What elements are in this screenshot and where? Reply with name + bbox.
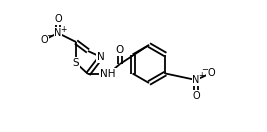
Text: O: O	[192, 91, 200, 101]
Text: NH: NH	[100, 69, 116, 79]
Text: N: N	[97, 52, 105, 62]
Text: O: O	[54, 14, 62, 24]
Text: −: −	[202, 65, 209, 74]
Text: +: +	[60, 25, 66, 34]
Text: +: +	[198, 72, 204, 81]
Text: N: N	[192, 75, 200, 85]
Text: S: S	[73, 58, 79, 68]
Text: N: N	[54, 28, 62, 38]
Text: −: −	[46, 32, 53, 41]
Text: O: O	[40, 35, 48, 45]
Text: O: O	[207, 68, 215, 78]
Text: O: O	[116, 45, 124, 55]
